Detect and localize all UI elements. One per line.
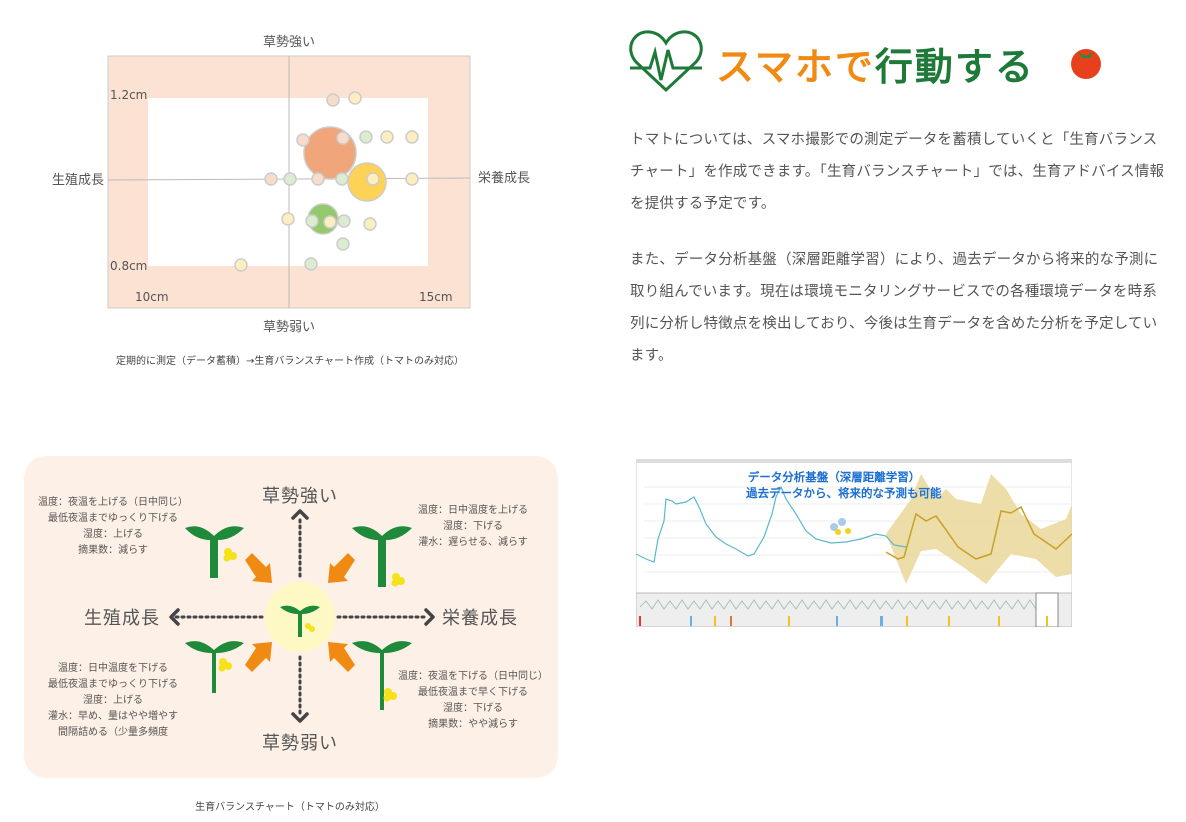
advice-bottom-right: 温度：夜温を下げる（日中同じ） 最低夜温まで早く下げる 湿度：下げる 摘果数：や… [398,669,548,733]
page-title: スマホで行動する [716,36,1035,91]
advice-line: 最低夜温までゆっくり下げる [48,679,178,690]
axis-label-left: 生殖成長 [52,173,105,188]
axis-label-top: 草勢強い [262,35,316,50]
analysis-chart-image [636,459,1072,627]
balance-chart-graphic [169,509,435,723]
advice-line: 温度：夜温を上げる（日中同じ） [38,497,188,508]
advice-top-left: 温度：夜温を上げる（日中同じ） 最低夜温までゆっくり下げる 湿度：上げる 摘果数… [38,495,188,559]
axis-label-bottom: 草勢弱い [262,320,316,335]
advice-line: 最低夜温まで早く下げる [418,687,528,698]
title-green: 行動する [874,45,1035,89]
paragraph-1: トマトについては、スマホ撮影での測定データを蓄積していくと「生育バランスチャート… [630,132,1165,212]
bubble-chart-figure [107,55,471,309]
advice-line: 最低夜温までゆっくり下げる [48,513,178,524]
y-tick-bottom: 0.8cm [110,259,148,273]
balance-label-right: 栄養成長 [442,608,518,629]
advice-top-right: 温度：日中温度を上げる 湿度：下げる 灌水：遅らせる、減らす [418,503,528,551]
axis-label-right: 栄養成長 [478,171,531,186]
bubble-caption: 定期的に測定（データ蓄積）→生育バランスチャート作成（トマトのみ対応） [115,356,465,367]
tomato-icon [1071,49,1101,79]
title-orange: スマホで [716,45,875,89]
y-tick-top: 1.2cm [110,88,148,102]
advice-line: 温度：夜温を下げる（日中同じ） [398,671,548,682]
advice-line: 湿度：下げる [443,521,503,532]
advice-line: 湿度：上げる [83,695,143,706]
balance-label-bottom: 草勢弱い [262,733,338,754]
advice-line: 温度：日中温度を下げる [58,663,168,674]
balance-label-left: 生殖成長 [84,608,160,629]
analysis-subtitle: 過去データから、将来的な予測も可能 [746,486,942,500]
analysis-title: データ分析基盤（深層距離学習） [747,470,921,484]
x-tick-right: 15cm [419,290,453,304]
advice-bottom-left: 温度：日中温度を下げる 最低夜温までゆっくり下げる 湿度：上げる 灌水：早め、量… [48,661,178,741]
x-tick-left: 10cm [135,290,169,304]
advice-line: 灌水：早め、量はやや増やす [48,711,178,722]
paragraph-2: また、データ分析基盤（深層距離学習）により、過去データから将来的な予測に取り組ん… [630,252,1159,364]
advice-line: 湿度：下げる [443,703,503,714]
advice-line: 湿度：上げる [83,529,143,540]
analysis-overlay-text: データ分析基盤（深層距離学習） 過去データから、将来的な予測も可能 [746,469,942,501]
advice-line: 温度：日中温度を上げる [418,505,528,516]
balance-caption: 生育バランスチャート（トマトのみ対応） [195,802,385,813]
balance-label-top: 草勢強い [262,486,338,507]
advice-line: 摘果数：減らす [78,545,148,556]
heart-pulse-icon [629,30,703,93]
advice-line: 灌水：遅らせる、減らす [418,537,528,548]
advice-line: 摘果数：やや減らす [428,719,518,730]
advice-line: 間隔詰める（少量多頻度 [58,727,168,738]
